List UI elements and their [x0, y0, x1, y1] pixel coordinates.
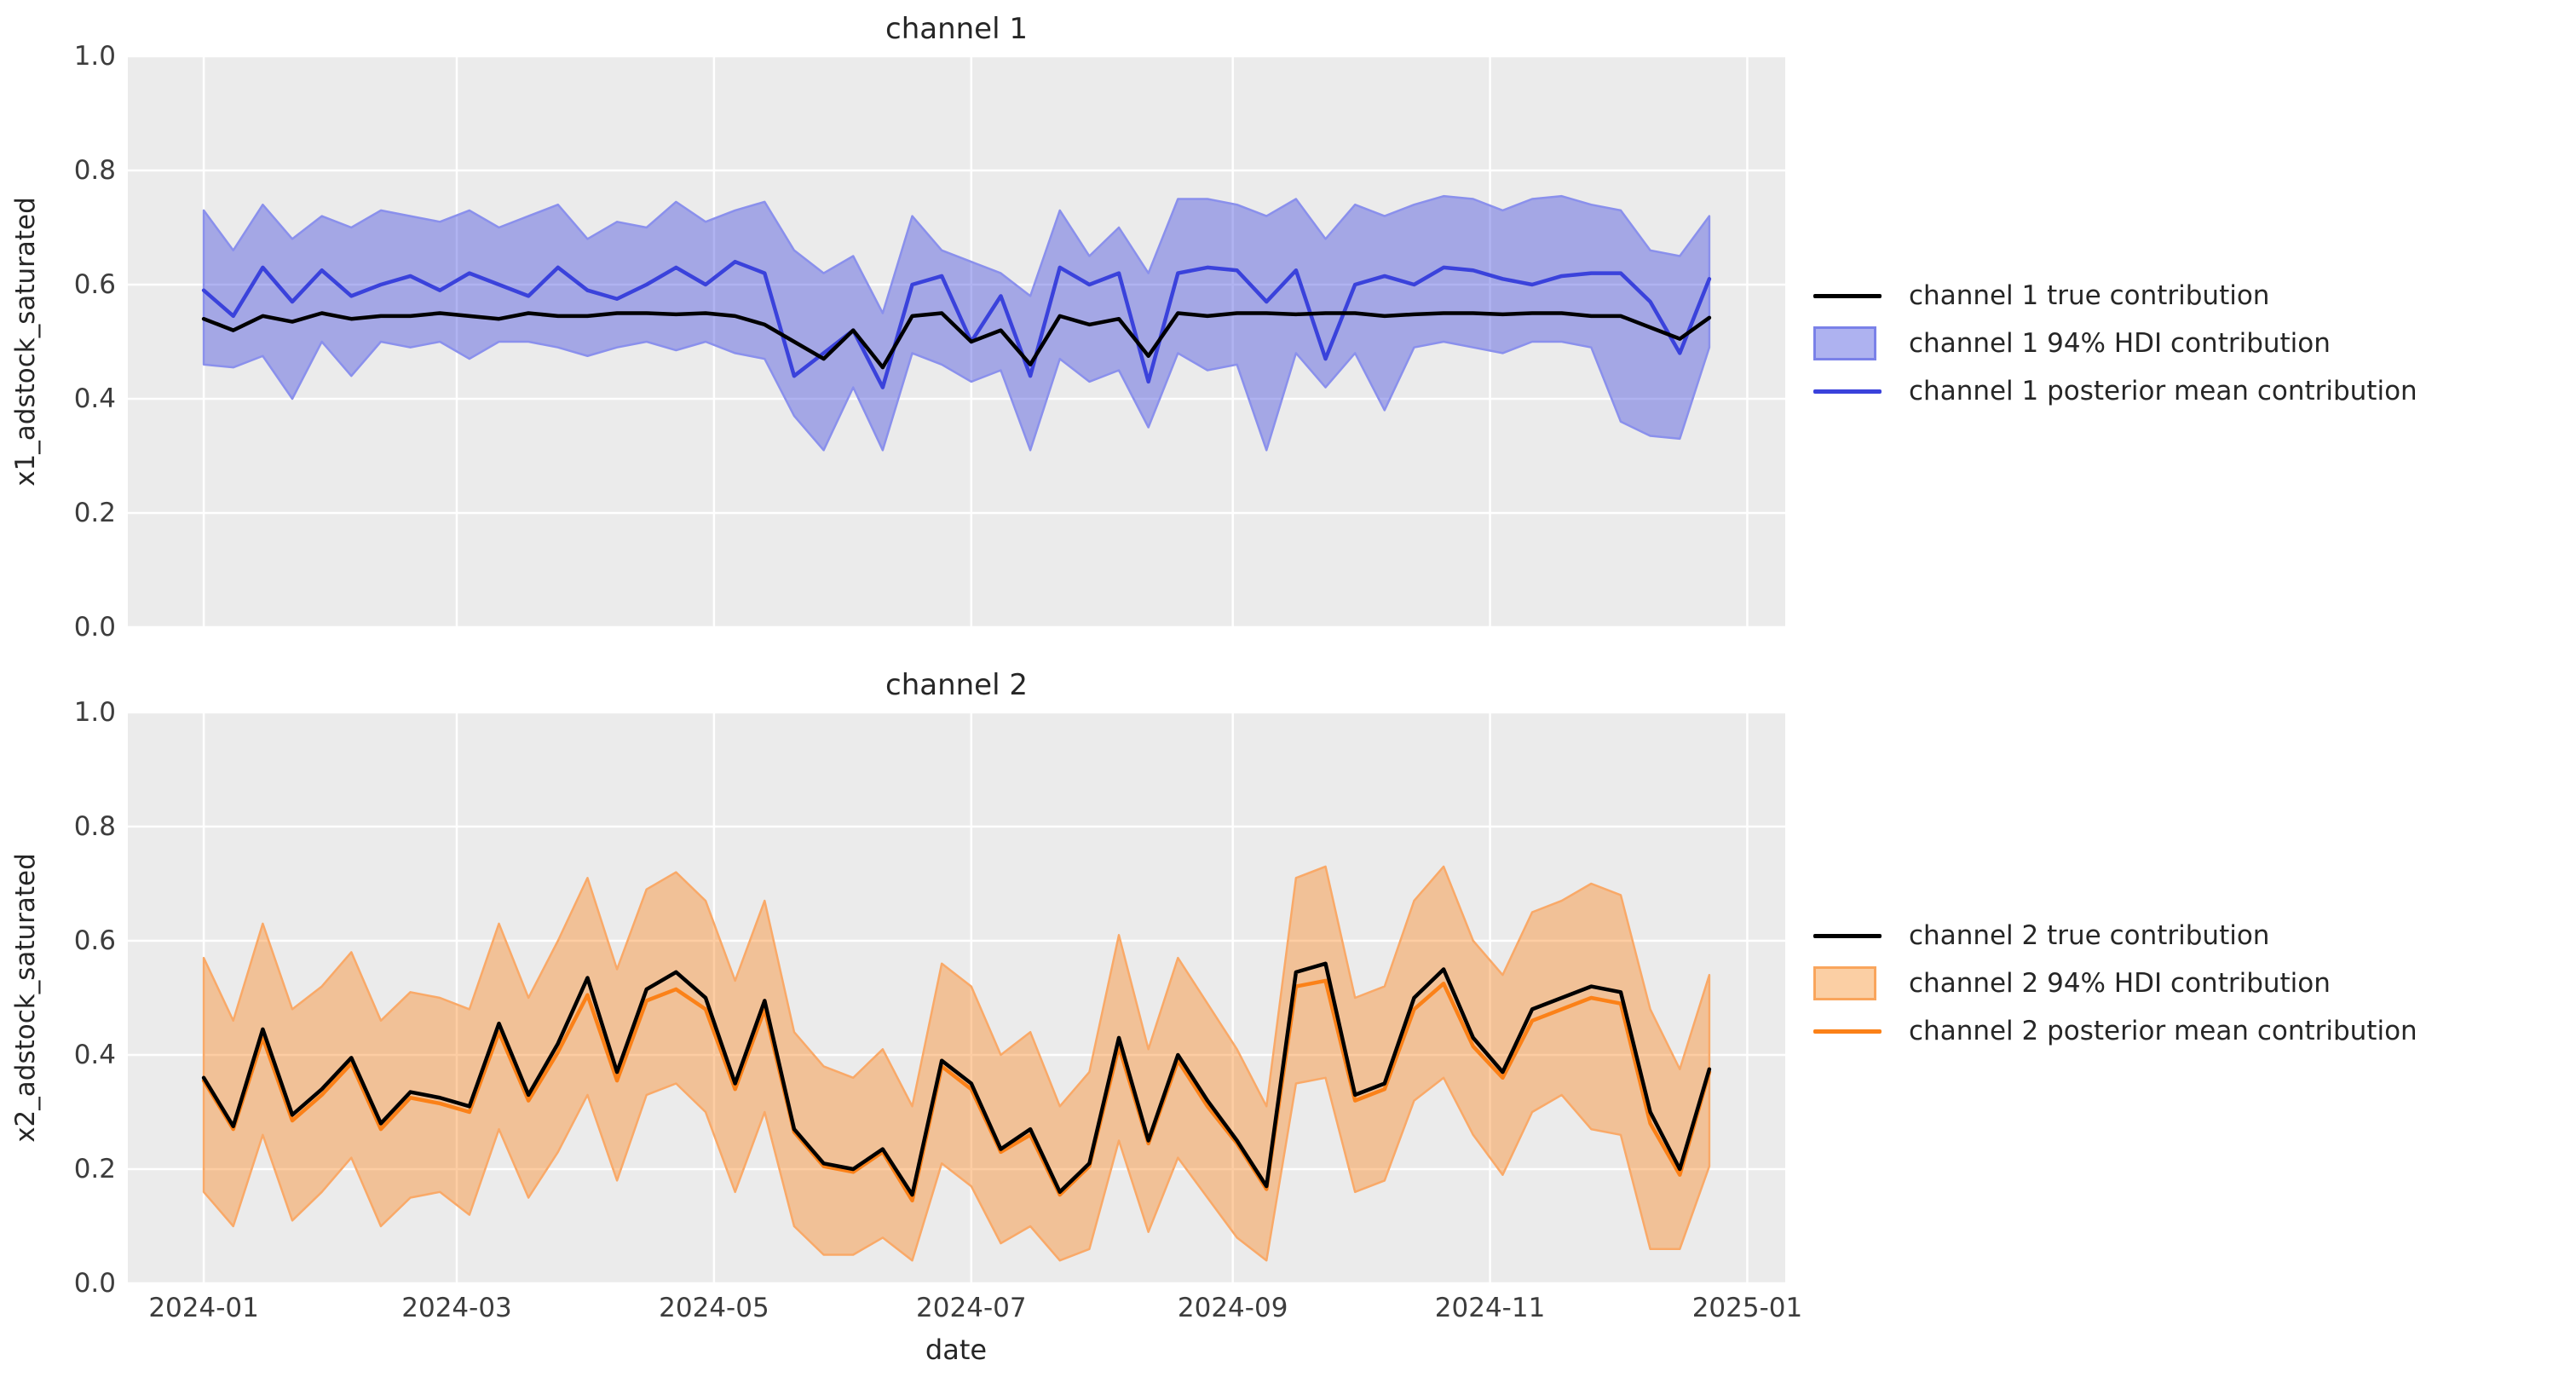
hdi-band-swatch	[1813, 326, 1876, 360]
posterior-mean-line	[201, 978, 1712, 1203]
posterior-mean-line	[201, 259, 1712, 389]
x-tick-label: 2024-09	[1177, 1293, 1288, 1323]
plot-area-channel-1	[128, 56, 1785, 627]
y-tick-label: 1.0	[73, 697, 116, 728]
chart-title-channel-2: channel 2	[885, 668, 1028, 702]
legend-item-true-channel-2: channel 2 true contribution	[1813, 912, 2418, 959]
true-line-swatch	[1813, 293, 1882, 298]
posterior-mean-line-swatch	[1813, 1029, 1882, 1034]
legend-item-hdi-channel-2: channel 2 94% HDI contribution	[1813, 959, 2418, 1007]
legend-label: channel 2 94% HDI contribution	[1909, 968, 2331, 999]
y-tick-label: 0.2	[73, 1154, 116, 1184]
x-tick-label: 2024-05	[659, 1293, 769, 1323]
chart-svg	[128, 56, 1785, 627]
x-tick-label: 2024-11	[1434, 1293, 1546, 1323]
y-axis-label-channel-2: x2_adstock_saturated	[10, 853, 41, 1143]
legend-label: channel 2 posterior mean contribution	[1909, 1016, 2418, 1046]
legend-item-hdi-channel-1: channel 1 94% HDI contribution	[1813, 320, 2418, 367]
legend-channel-2: channel 2 true contribution channel 2 94…	[1813, 912, 2418, 1055]
y-tick-label: 1.0	[73, 41, 116, 72]
true-contribution-line	[201, 311, 1712, 370]
y-tick-label: 0.2	[73, 498, 116, 528]
posterior-mean-line-swatch	[1813, 389, 1882, 394]
hdi-band	[202, 865, 1711, 1262]
chart-title-channel-1: channel 1	[885, 12, 1028, 46]
x-tick-label: 2024-01	[148, 1293, 259, 1323]
legend-item-mean-channel-2: channel 2 posterior mean contribution	[1813, 1007, 2418, 1055]
y-tick-label: 0.4	[73, 383, 116, 414]
x-tick-label: 2024-03	[401, 1293, 512, 1323]
legend-label: channel 1 true contribution	[1909, 280, 2270, 311]
y-tick-label: 0.4	[73, 1040, 116, 1070]
y-tick-label: 0.0	[73, 612, 116, 643]
y-tick-label: 0.8	[73, 155, 116, 186]
true-line-swatch	[1813, 933, 1882, 938]
x-tick-label: 2025-01	[1691, 1293, 1803, 1323]
x-tick-label: 2024-07	[916, 1293, 1027, 1323]
hdi-band-swatch	[1813, 966, 1876, 1000]
x-axis-label: date	[925, 1334, 988, 1366]
y-tick-label: 0.6	[73, 269, 116, 300]
y-tick-label: 0.0	[73, 1268, 116, 1299]
chart-svg	[128, 712, 1785, 1283]
true-contribution-line	[201, 961, 1712, 1197]
y-axis-label-channel-1: x1_adstock_saturated	[10, 197, 41, 487]
plot-area-channel-2	[128, 712, 1785, 1283]
legend-item-true-channel-1: channel 1 true contribution	[1813, 272, 2418, 320]
legend-channel-1: channel 1 true contribution channel 1 94…	[1813, 272, 2418, 415]
legend-label: channel 1 94% HDI contribution	[1909, 328, 2331, 359]
legend-label: channel 2 true contribution	[1909, 920, 2270, 951]
hdi-band	[202, 194, 1711, 452]
y-tick-label: 0.8	[73, 811, 116, 842]
legend-item-mean-channel-1: channel 1 posterior mean contribution	[1813, 367, 2418, 415]
y-tick-label: 0.6	[73, 925, 116, 956]
legend-label: channel 1 posterior mean contribution	[1909, 376, 2418, 406]
